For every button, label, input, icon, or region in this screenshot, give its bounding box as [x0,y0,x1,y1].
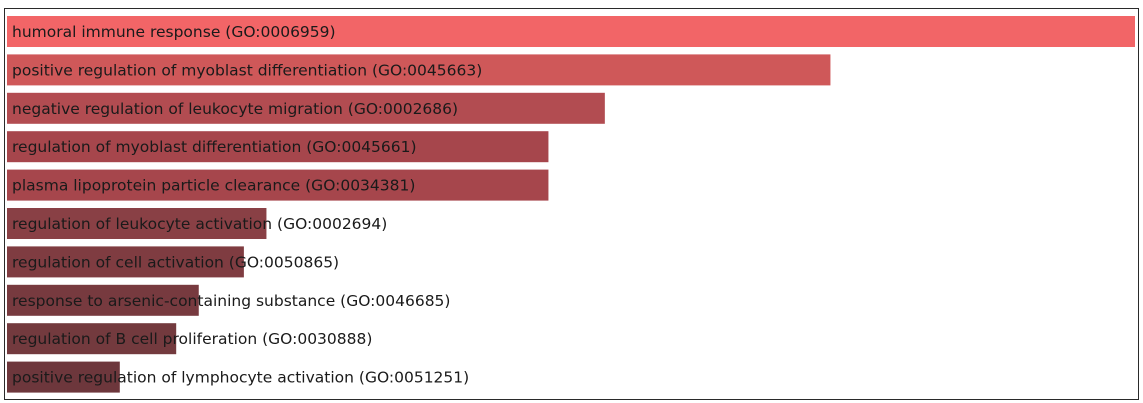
bar-label-8: response to arsenic-containing substance… [12,292,450,310]
bar-3 [7,92,605,124]
bar-8 [7,284,199,316]
bar-10 [7,361,120,393]
bar-6 [7,208,267,239]
bar-label-5: plasma lipoprotein particle clearance (G… [12,177,415,195]
labels-group: humoral immune response (GO:0006959) posi… [12,23,482,387]
bar-chart: humoral immune response (GO:0006959) posi… [7,16,1135,393]
bar-7 [7,246,244,278]
bars-group [7,16,1135,393]
bar-5 [7,169,549,201]
bar-2 [7,54,831,86]
bar-label-4: regulation of myoblast differentiation (… [12,138,417,156]
bar-label-9: regulation of B cell proliferation (GO:0… [12,330,372,348]
bar-label-6: regulation of leukocyte activation (GO:0… [12,215,387,233]
bar-9 [7,323,177,355]
bar-label-10: positive regulation of lymphocyte activa… [12,369,469,387]
bar-label-7: regulation of cell activation (GO:005086… [12,253,339,271]
bar-label-2: positive regulation of myoblast differen… [12,61,482,79]
bar-1 [7,16,1135,47]
bar-label-3: negative regulation of leukocyte migrati… [12,100,458,118]
bar-label-1: humoral immune response (GO:0006959) [12,23,336,41]
chart-frame: humoral immune response (GO:0006959) posi… [4,8,1139,400]
bar-4 [7,131,549,163]
